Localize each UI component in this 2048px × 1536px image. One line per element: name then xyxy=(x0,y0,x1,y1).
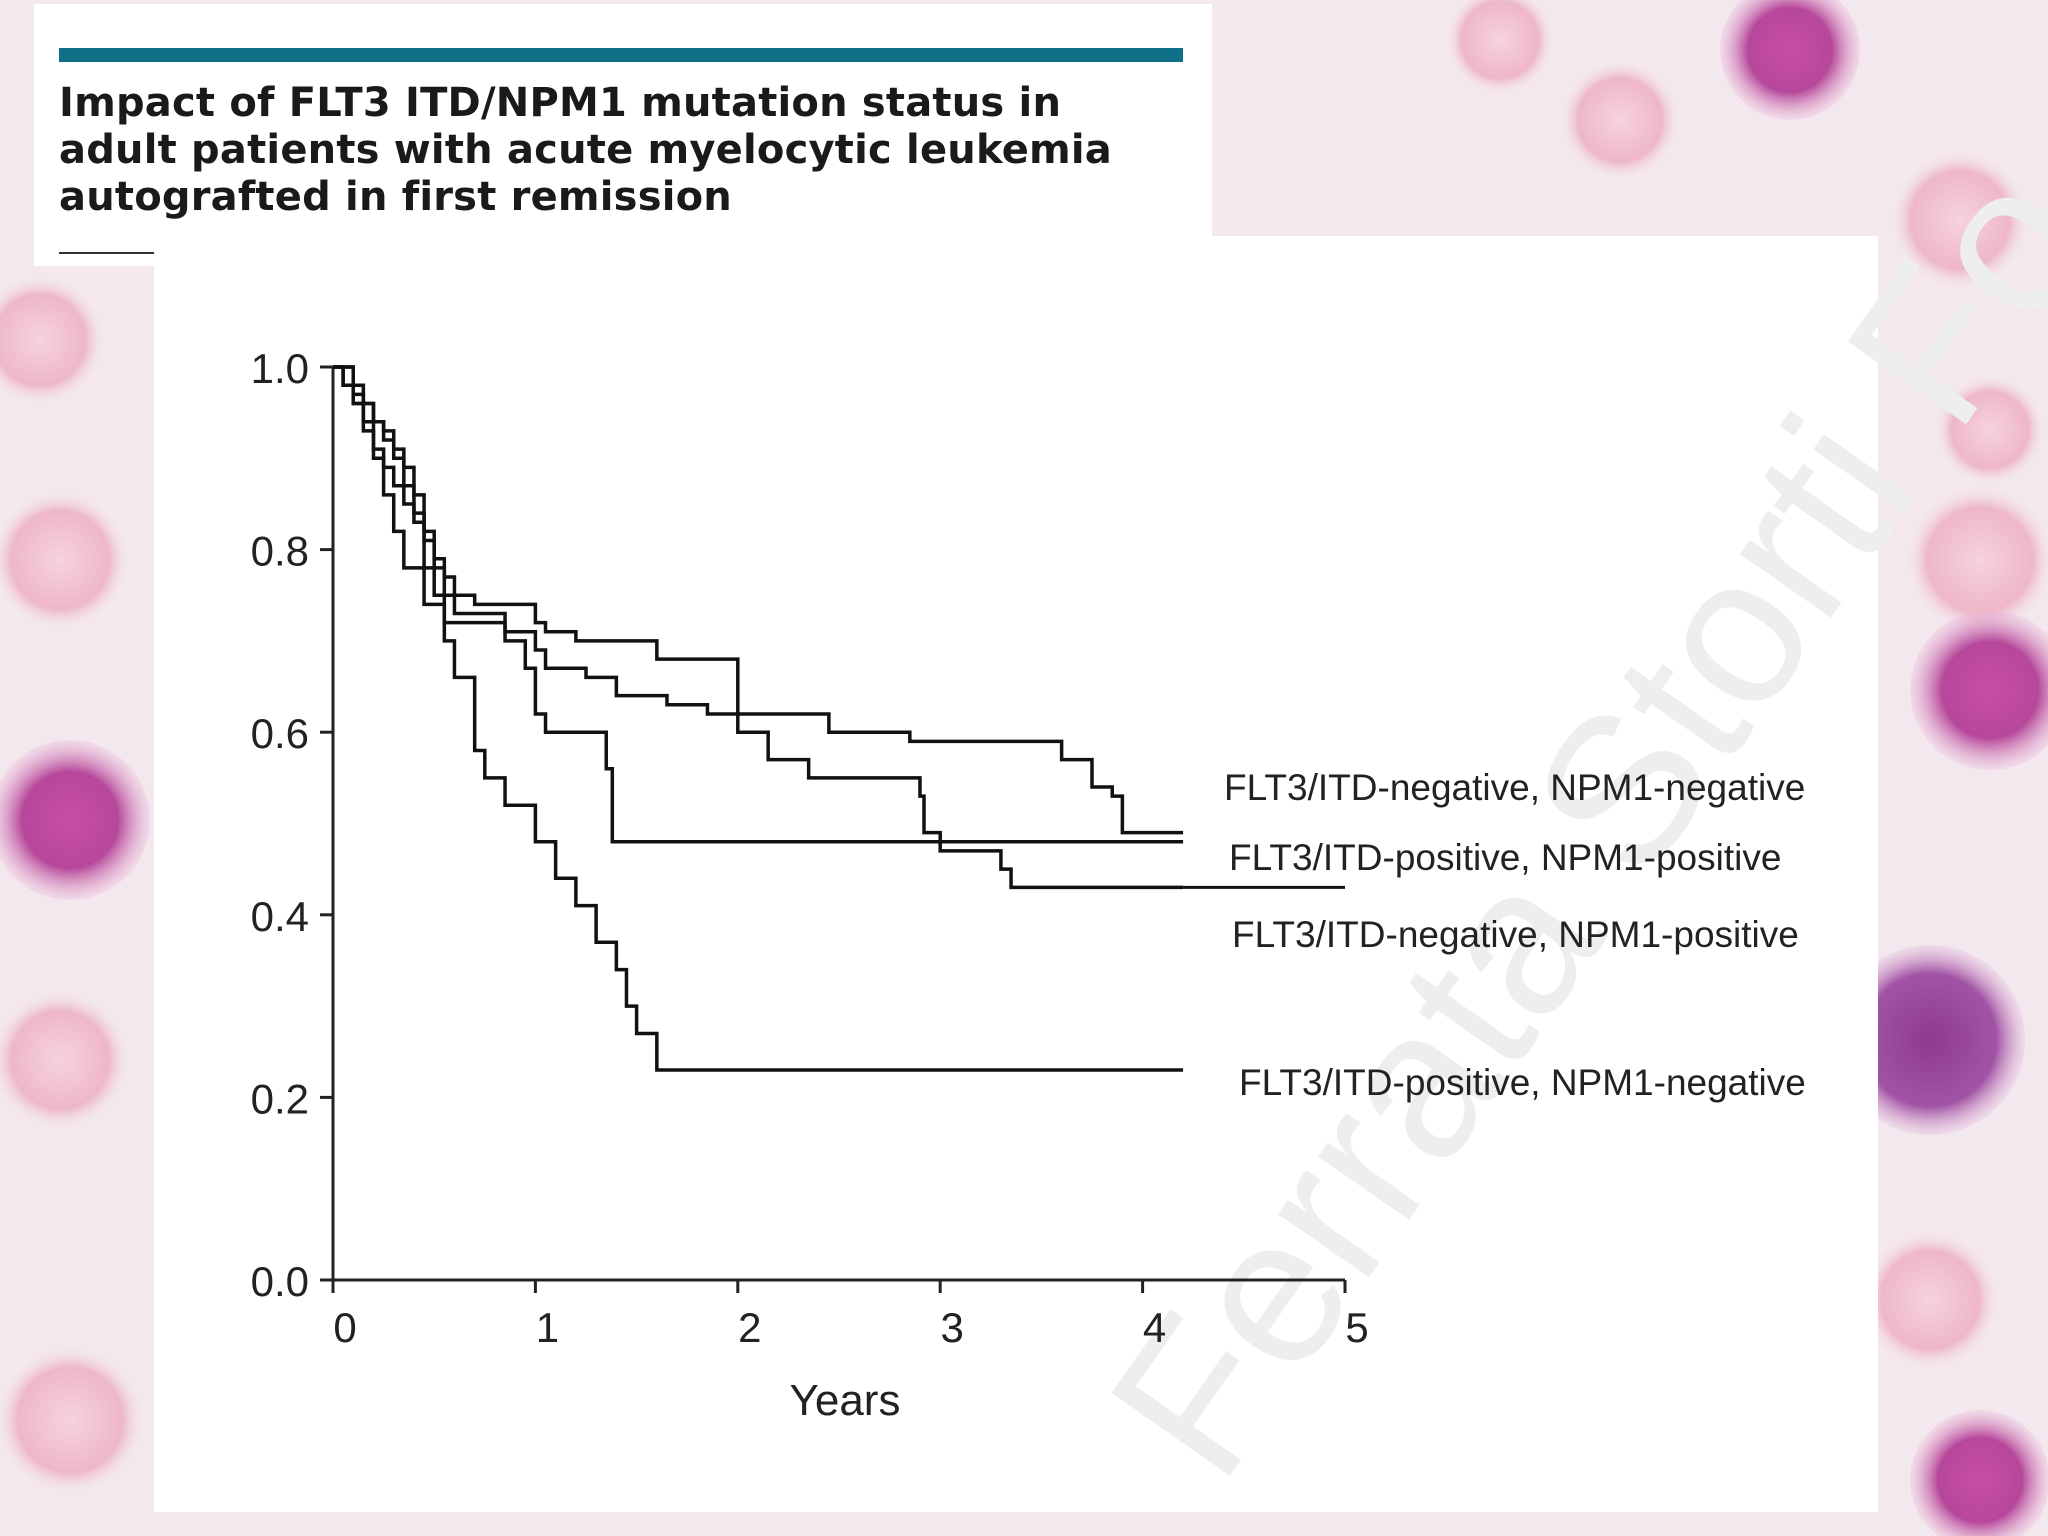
curves xyxy=(333,365,1345,1072)
axes: 0 1 2 3 4 5 0.0 0.2 0.4 0.6 0.8 1.0 xyxy=(251,345,1369,1351)
survival-curve-2 xyxy=(333,365,1184,890)
y-tick-label: 0.2 xyxy=(251,1075,309,1122)
x-tick-label: 2 xyxy=(738,1304,761,1351)
x-tick-label: 0 xyxy=(333,1304,356,1351)
title-accent-bar xyxy=(59,48,1183,62)
red-cell-icon xyxy=(1860,1230,2000,1370)
title-line: adult patients with acute myelocytic leu… xyxy=(59,127,1113,173)
legend-entry: FLT3/ITD-positive, NPM1-positive xyxy=(1229,837,1781,878)
y-tick-label: 0.4 xyxy=(251,893,309,940)
x-tick-label: 1 xyxy=(536,1304,559,1351)
legend-entry: FLT3/ITD-negative, NPM1-positive xyxy=(1232,914,1799,955)
legend-entry: FLT3/ITD-positive, NPM1-negative xyxy=(1239,1062,1806,1103)
legend-entry: FLT3/ITD-negative, NPM1-negative xyxy=(1224,767,1805,808)
survival-curve-4 xyxy=(333,365,1184,1072)
chart-panel xyxy=(154,236,1878,1512)
survival-curve-1 xyxy=(333,365,1184,835)
red-cell-icon xyxy=(0,275,105,405)
legend: FLT3/ITD-negative, NPM1-negative FLT3/ITD… xyxy=(1224,767,1806,1103)
title-card: Impact of FLT3 ITD/NPM1 mutation status … xyxy=(34,4,1212,266)
red-cell-icon xyxy=(1905,485,2048,635)
title-line: autografted in first remission xyxy=(59,174,732,220)
stained-cell-icon xyxy=(1720,0,1860,120)
red-cell-icon xyxy=(1890,150,2030,290)
y-tick-label: 0.6 xyxy=(251,710,309,757)
y-tick-label: 0.8 xyxy=(251,528,309,575)
y-tick-label: 1.0 xyxy=(251,345,309,392)
y-tick-label: 0.0 xyxy=(251,1258,309,1305)
stained-cell-icon xyxy=(1910,610,2048,770)
red-cell-icon xyxy=(0,1345,145,1495)
red-cell-icon xyxy=(1935,375,2045,485)
x-tick-label: 3 xyxy=(941,1304,964,1351)
watermark-text: Ferrata Storti Fo xyxy=(1064,129,2048,1516)
stained-cell-icon xyxy=(0,740,150,900)
red-cell-icon xyxy=(0,490,130,630)
stained-cell-icon xyxy=(1835,945,2025,1135)
x-tick-label: 5 xyxy=(1345,1304,1368,1351)
x-axis-label: Years xyxy=(790,1376,901,1425)
survival-curve-3 xyxy=(333,365,1184,844)
x-tick-label: 4 xyxy=(1143,1304,1166,1351)
red-cell-icon xyxy=(1560,60,1680,180)
slide-title: Impact of FLT3 ITD/NPM1 mutation status … xyxy=(59,80,1183,221)
red-cell-icon xyxy=(0,990,130,1130)
stained-cell-icon xyxy=(1910,1410,2048,1536)
red-cell-icon xyxy=(1445,0,1555,95)
title-line: Impact of FLT3 ITD/NPM1 mutation status … xyxy=(59,80,1062,126)
